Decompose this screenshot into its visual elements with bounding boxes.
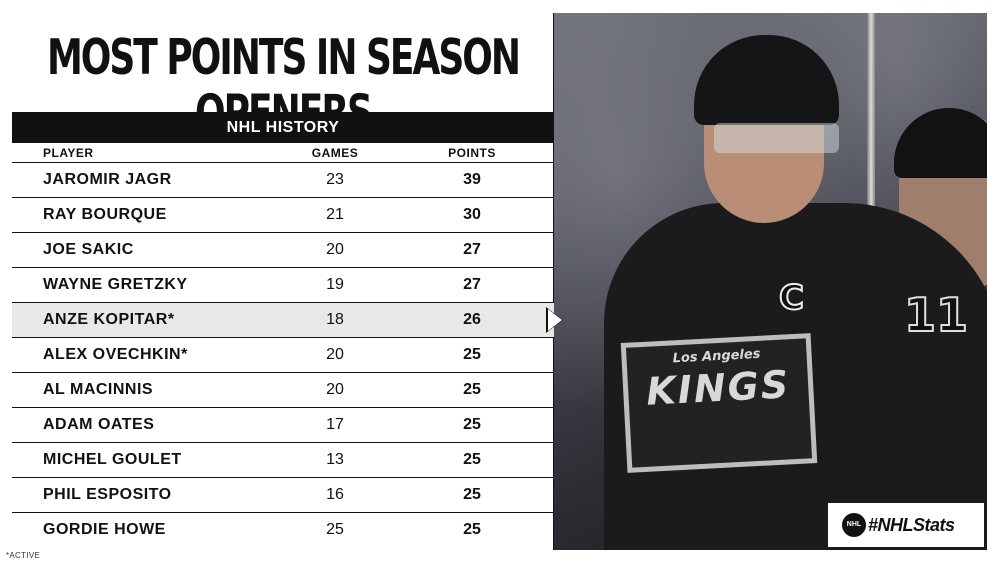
crest-team: KINGS [645, 362, 792, 414]
table-row: AL MACINNIS 20 25 [12, 372, 554, 407]
table-row: MICHEL GOULET 13 25 [12, 442, 554, 477]
visor [714, 123, 839, 153]
points-value: 25 [463, 451, 481, 468]
points-value: 26 [463, 311, 481, 328]
player-name: GORDIE HOWE [43, 521, 166, 538]
player-photo: C 11 Los Angeles KINGS [554, 13, 987, 550]
games-value: 20 [326, 346, 344, 363]
table-subheader: NHL HISTORY [12, 112, 554, 143]
nhl-logo-icon: NHL [842, 513, 866, 537]
hashtag: #NHLStats [868, 515, 955, 535]
captain-letter: C [778, 277, 805, 319]
games-value: 23 [326, 171, 344, 188]
table-row: GORDIE HOWE 25 25 [12, 512, 554, 547]
points-value: 30 [463, 206, 481, 223]
table-row: ADAM OATES 17 25 [12, 407, 554, 442]
player-name: JAROMIR JAGR [43, 171, 172, 188]
player-name: AL MACINNIS [43, 381, 154, 398]
points-value: 39 [463, 171, 481, 188]
points-value: 27 [463, 276, 481, 293]
column-header-points: POINTS [448, 146, 496, 160]
table-row: JOE SAKIC 20 27 [12, 232, 554, 267]
games-value: 19 [326, 276, 344, 293]
player-name: WAYNE GRETZKY [43, 276, 188, 293]
row-pointer-arrow [548, 309, 562, 331]
table-row: RAY BOURQUE 21 30 [12, 197, 554, 232]
points-value: 25 [463, 521, 481, 538]
table-row-highlighted: ANZE KOPITAR* 18 26 [12, 302, 554, 337]
nhlstats-badge: NHL #NHLStats [828, 503, 984, 547]
games-value: 25 [326, 521, 344, 538]
footnote: *ACTIVE [6, 551, 41, 560]
table-row: JAROMIR JAGR 23 39 [12, 162, 554, 197]
table-row: PHIL ESPOSITO 16 25 [12, 477, 554, 512]
player-name: MICHEL GOULET [43, 451, 182, 468]
games-value: 13 [326, 451, 344, 468]
column-header-player: PLAYER [43, 146, 94, 160]
points-value: 25 [463, 346, 481, 363]
player-name: JOE SAKIC [43, 241, 134, 258]
points-value: 27 [463, 241, 481, 258]
hockey-stick [867, 13, 875, 213]
column-header-games: GAMES [311, 146, 359, 160]
games-value: 18 [326, 311, 344, 328]
player-name: ADAM OATES [43, 416, 155, 433]
points-value: 25 [463, 381, 481, 398]
games-value: 20 [326, 241, 344, 258]
table-row: WAYNE GRETZKY 19 27 [12, 267, 554, 302]
player-name: ALEX OVECHKIN* [43, 346, 188, 363]
jersey-number: 11 [903, 287, 969, 343]
points-value: 25 [463, 416, 481, 433]
games-value: 17 [326, 416, 344, 433]
player-name: ANZE KOPITAR* [43, 311, 175, 328]
player-name: RAY BOURQUE [43, 206, 167, 223]
games-value: 16 [326, 486, 344, 503]
table-row: ALEX OVECHKIN* 20 25 [12, 337, 554, 372]
team-crest: Los Angeles KINGS [620, 333, 818, 473]
games-value: 20 [326, 381, 344, 398]
points-value: 25 [463, 486, 481, 503]
stats-panel: MOST POINTS IN SEASON OPENERS NHL HISTOR… [12, 13, 554, 550]
stats-table: JAROMIR JAGR 23 39 RAY BOURQUE 21 30 JOE… [12, 162, 554, 547]
games-value: 21 [326, 206, 344, 223]
player-name: PHIL ESPOSITO [43, 486, 172, 503]
